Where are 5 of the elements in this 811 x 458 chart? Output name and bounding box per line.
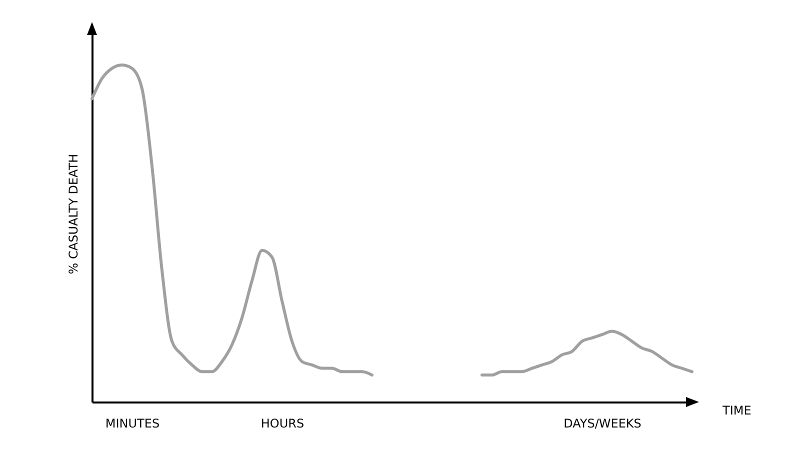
x-tick-label: HOURS bbox=[260, 416, 304, 430]
x-tick-label: MINUTES bbox=[105, 416, 160, 430]
x-axis-title: TIME bbox=[722, 404, 752, 418]
y-axis-title: % CASUALTY DEATH bbox=[66, 154, 80, 274]
x-tick-label: DAYS/WEEKS bbox=[564, 416, 642, 430]
